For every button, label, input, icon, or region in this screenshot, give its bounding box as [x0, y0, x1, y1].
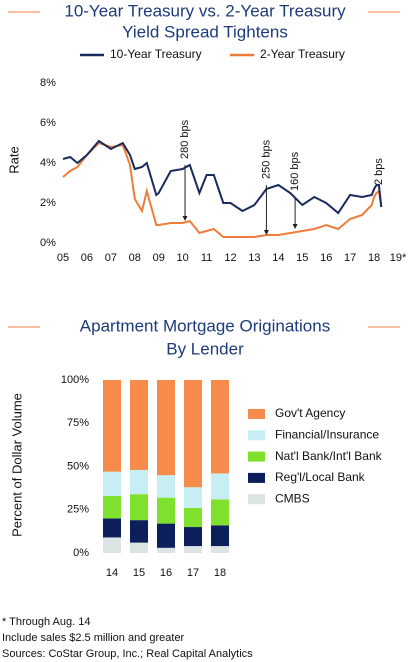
bar-segment [184, 487, 202, 509]
bar-segment [211, 473, 229, 500]
x-tick-label: 06 [81, 252, 93, 264]
x-tick-label: 14 [272, 252, 284, 264]
chart-title: By Lender [166, 339, 244, 358]
x-tick-label: 10 [177, 252, 189, 264]
legend-label: Nat'l Bank/Int'l Bank [275, 449, 383, 463]
bar-segment [157, 523, 175, 548]
annotation-arrowhead [263, 230, 269, 235]
bar-segment [211, 380, 229, 474]
y-axis-label: Percent of Dollar Volume [9, 393, 24, 537]
bar-segment [130, 469, 148, 495]
annotation-arrowhead [182, 216, 188, 221]
x-tick-label: 17 [344, 252, 356, 264]
bar-segment [103, 537, 121, 553]
annotation-label: 2 bps [373, 158, 385, 185]
legend-label: 2-Year Treasury [260, 47, 345, 61]
x-tick-label: 13 [248, 252, 260, 264]
bar-segment [103, 495, 121, 519]
footnote: * Through Aug. 14 [2, 616, 90, 628]
bar-segment [157, 475, 175, 498]
y-tick-label: 8% [40, 77, 56, 89]
legend-label: Reg'l/Local Bank [275, 470, 366, 484]
y-tick-label: 100% [61, 374, 89, 386]
x-tick-label: 05 [57, 252, 69, 264]
y-tick-label: 25% [67, 504, 89, 516]
bar-segment [211, 499, 229, 526]
x-tick-label: 14 [106, 567, 118, 579]
bar-segment [184, 546, 202, 553]
legend-swatch [248, 451, 265, 462]
legend-swatch [248, 494, 265, 505]
footnote: Sources: CoStar Group, Inc.; Real Capita… [2, 648, 253, 660]
legend-label: CMBS [275, 491, 310, 505]
bar-segment [103, 380, 121, 472]
bar-segment [211, 546, 229, 553]
bar-segment [184, 508, 202, 528]
y-tick-label: 0% [73, 547, 89, 559]
x-tick-label: 18 [214, 567, 226, 579]
x-tick-label: 18 [368, 252, 380, 264]
bar-segment [103, 471, 121, 496]
annotation-label: 160 bps [289, 151, 301, 191]
chart-title: Apartment Mortgage Originations [80, 316, 330, 335]
bar-segment [211, 525, 229, 547]
y-tick-label: 6% [40, 117, 56, 129]
y-tick-label: 4% [40, 157, 56, 169]
x-tick-label: 19* [390, 252, 407, 264]
legend-swatch [248, 472, 265, 483]
legend-label: Financial/Insurance [275, 427, 379, 441]
x-tick-label: 16 [320, 252, 332, 264]
y-tick-label: 75% [67, 417, 89, 429]
line-series [62, 141, 383, 238]
chart-title: Yield Spread Tightens [122, 22, 288, 41]
x-tick-label: 09 [153, 252, 165, 264]
bar-segment [130, 520, 148, 543]
y-tick-label: 2% [40, 197, 56, 209]
legend-label: Gov't Agency [275, 406, 345, 420]
annotation-arrowhead [292, 224, 298, 229]
x-tick-label: 16 [160, 567, 172, 579]
x-tick-label: 15 [133, 567, 145, 579]
bar-segment [130, 494, 148, 521]
bar-segment [184, 527, 202, 547]
line-series [62, 139, 383, 215]
bar-segment [157, 497, 175, 524]
bar-segment [130, 380, 148, 470]
annotation-label: 280 bps [179, 119, 191, 159]
legend-label: 10-Year Treasury [110, 47, 202, 61]
x-tick-label: 17 [187, 567, 199, 579]
legend-swatch [248, 409, 265, 419]
chart-title: 10-Year Treasury vs. 2-Year Treasury [64, 1, 346, 20]
y-tick-label: 0% [40, 237, 56, 249]
x-tick-label: 11 [201, 252, 212, 264]
footnote: Include sales $2.5 million and greater [2, 632, 185, 644]
x-tick-label: 07 [105, 252, 117, 264]
y-tick-label: 50% [67, 460, 89, 472]
y-axis-label: Rate [6, 146, 21, 173]
bar-segment [103, 518, 121, 538]
bar-segment [157, 380, 175, 476]
legend-swatch [248, 430, 265, 441]
bar-segment [130, 542, 148, 553]
annotation-label: 250 bps [260, 139, 272, 179]
x-tick-label: 15 [296, 252, 308, 264]
x-tick-label: 08 [129, 252, 141, 264]
bar-segment [184, 380, 202, 488]
bar-segment [157, 547, 175, 553]
x-tick-label: 12 [224, 252, 236, 264]
